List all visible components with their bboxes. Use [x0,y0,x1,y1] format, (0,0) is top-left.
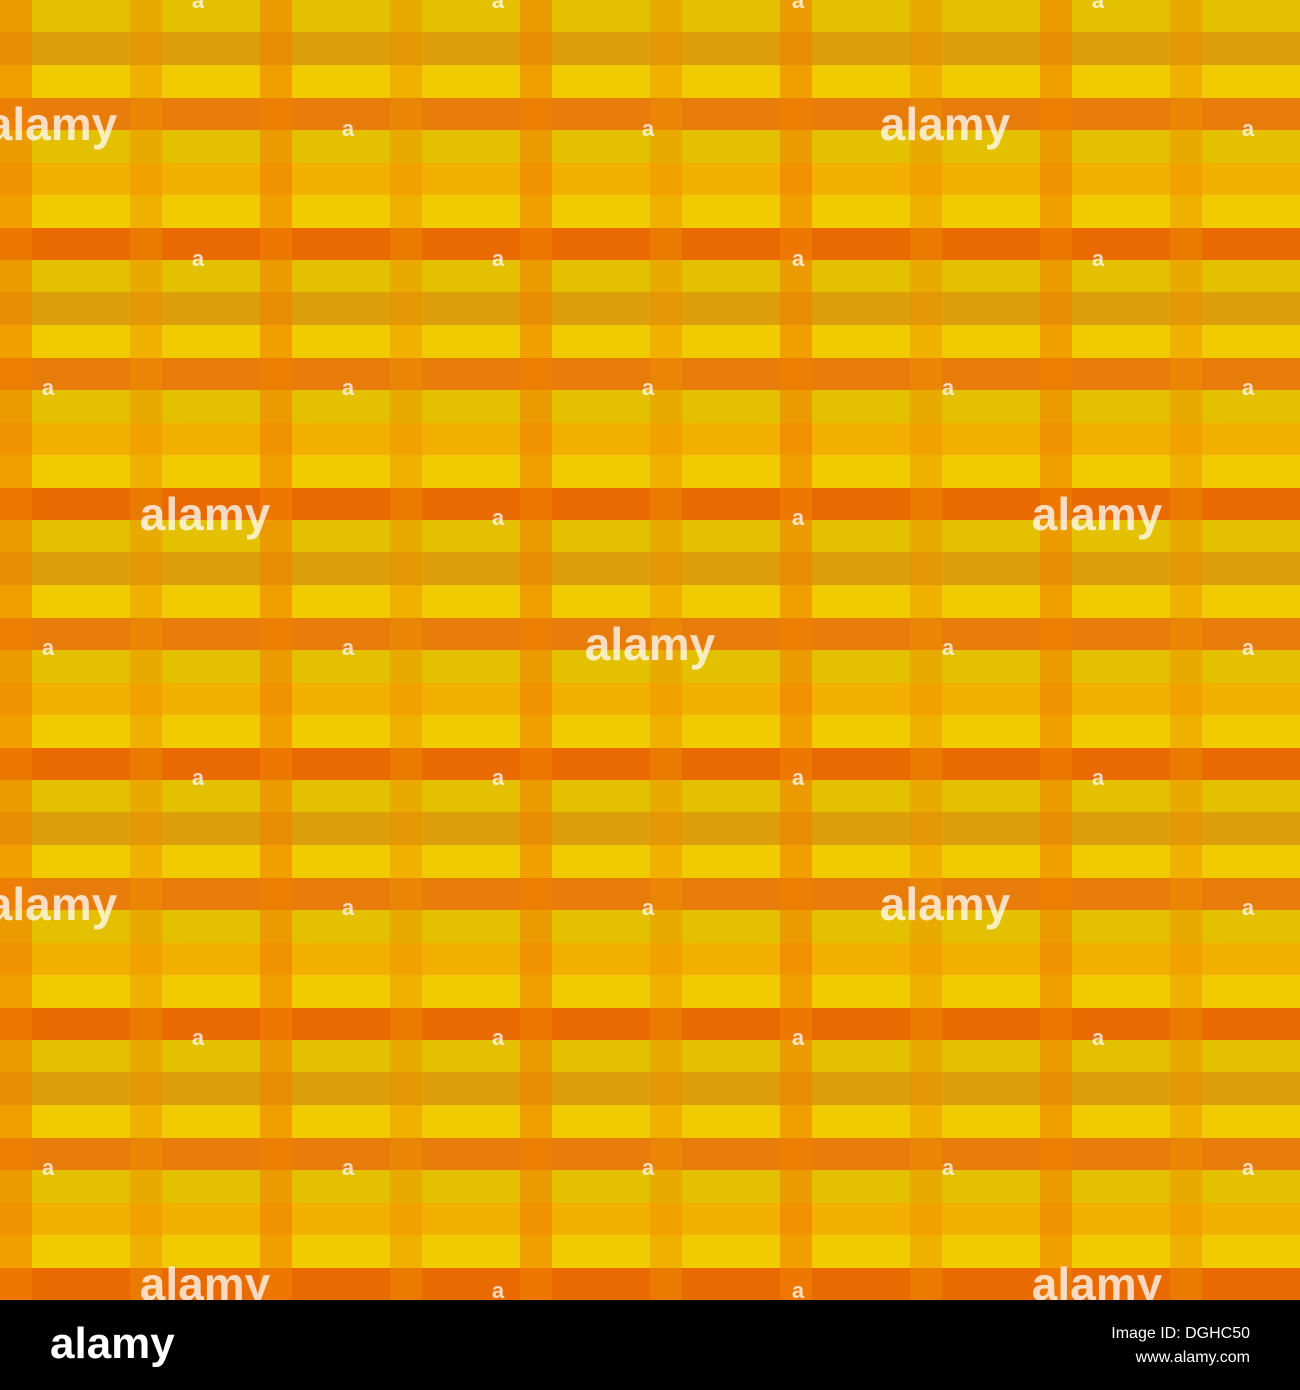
watermark-small: a [642,375,655,400]
footer-logo: alamy [50,1319,175,1368]
watermark-small: a [792,0,805,13]
watermark-small: a [942,375,955,400]
watermark-small: a [942,1155,955,1180]
watermark-small: a [342,635,355,660]
watermark-small: a [342,1155,355,1180]
watermark-small: a [1092,246,1105,271]
watermark-small: a [342,895,355,920]
watermark-small: a [492,765,505,790]
watermark-small: a [42,375,55,400]
watermark-small: a [792,505,805,530]
watermark-small: a [492,246,505,271]
watermark-small: a [342,116,355,141]
watermark: alamy [140,488,271,540]
plaid-pattern [0,0,1300,1300]
watermark-small: a [642,1155,655,1180]
watermark-small: a [1242,895,1255,920]
image-id: Image ID: DGHC50 [1111,1325,1250,1342]
watermark-small: a [1092,765,1105,790]
watermark: alamy [0,98,118,150]
watermark-small: a [492,1278,505,1303]
watermark-small: a [1092,1025,1105,1050]
watermark-small: a [192,765,205,790]
watermark-small: a [192,1025,205,1050]
watermark-small: a [792,765,805,790]
watermark-small: a [342,375,355,400]
watermark-small: a [1242,635,1255,660]
watermark: alamy [0,878,118,930]
watermark-small: a [192,246,205,271]
watermark-small: a [492,1025,505,1050]
watermark: alamy [880,98,1011,150]
watermark-small: a [792,1278,805,1303]
watermark-small: a [792,1025,805,1050]
watermark-small: a [942,635,955,660]
watermark-small: a [792,246,805,271]
watermark-small: a [42,1155,55,1180]
watermark-small: a [1242,1155,1255,1180]
watermark-small: a [492,505,505,530]
watermark-small: a [192,0,205,13]
watermark: alamy [585,618,716,670]
watermark-small: a [42,635,55,660]
watermark: alamy [1032,488,1163,540]
image-url: www.alamy.com [1135,1349,1250,1366]
watermark-small: a [1242,375,1255,400]
watermark-small: a [1242,116,1255,141]
watermark-small: a [492,0,505,13]
watermark-small: a [642,895,655,920]
watermark-small: a [1092,0,1105,13]
watermark: alamy [880,878,1011,930]
watermark-small: a [642,116,655,141]
footer-bar [0,1300,1300,1390]
